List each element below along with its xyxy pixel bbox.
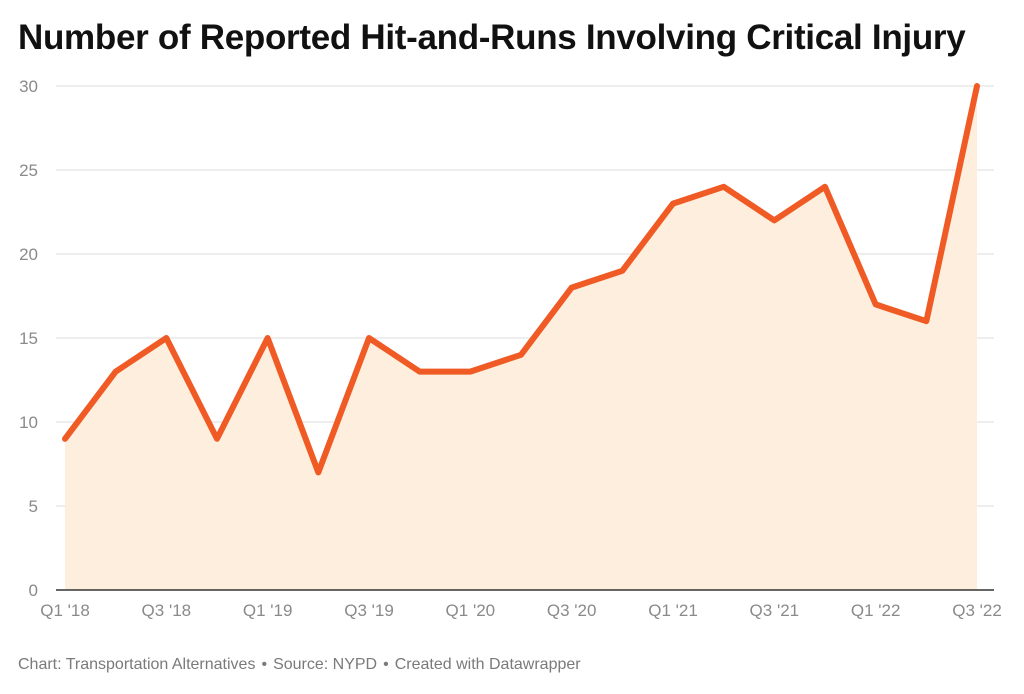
- x-axis-ticks: Q1 '18 Q3 '18 Q1 '19 Q3 '19 Q1 '20 Q3 '20 Q1 '…: [40, 601, 1002, 620]
- x-tick-label: Q3 '22: [952, 601, 1002, 620]
- y-tick-label: 30: [19, 77, 38, 96]
- chart-title: Number of Reported Hit-and-Runs Involvin…: [18, 18, 966, 57]
- x-tick-label: Q1 '19: [243, 601, 293, 620]
- footer-source: Source: NYPD: [273, 656, 378, 673]
- chart-footer: Chart: Transportation Alternatives • Sourc…: [18, 656, 581, 674]
- x-tick-label: Q1 '22: [851, 601, 901, 620]
- x-tick-label: Q1 '20: [446, 601, 496, 620]
- y-tick-label: 5: [29, 497, 38, 516]
- x-tick-label: Q1 '21: [648, 601, 698, 620]
- y-tick-label: 0: [29, 581, 38, 600]
- footer-separator: •: [383, 656, 389, 673]
- x-tick-label: Q1 '18: [40, 601, 90, 620]
- x-tick-label: Q3 '21: [750, 601, 800, 620]
- footer-chart-credit: Chart: Transportation Alternatives: [18, 656, 256, 673]
- y-tick-label: 10: [19, 413, 38, 432]
- y-tick-label: 25: [19, 161, 38, 180]
- footer-separator: •: [261, 656, 268, 673]
- y-tick-label: 15: [19, 329, 38, 348]
- y-tick-label: 20: [19, 245, 38, 264]
- x-tick-label: Q3 '20: [547, 601, 597, 620]
- series-line: [62, 83, 980, 476]
- footer-created: Created with Datawrapper: [394, 656, 581, 673]
- x-tick-label: Q3 '19: [344, 601, 394, 620]
- x-tick-label: Q3 '18: [142, 601, 192, 620]
- y-axis-ticks: 0 5 10 15 20 25 30: [19, 77, 38, 600]
- area-fill: [65, 86, 977, 590]
